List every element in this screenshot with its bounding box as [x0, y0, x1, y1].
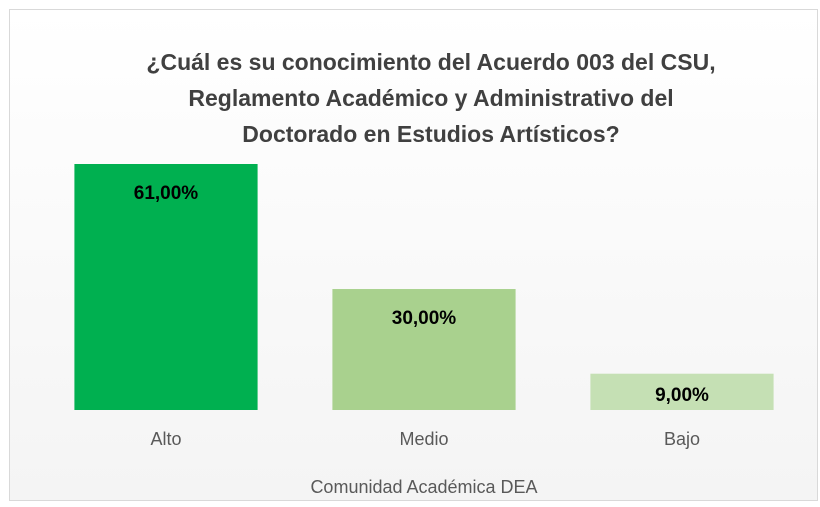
x-tick-label: Alto	[150, 429, 181, 449]
bar	[74, 164, 258, 410]
x-tick-label: Medio	[399, 429, 448, 449]
chart-title: ¿Cuál es su conocimiento del Acuerdo 003…	[146, 49, 715, 75]
x-tick-label: Bajo	[664, 429, 700, 449]
chart-title: Reglamento Académico y Administrativo de…	[188, 85, 673, 111]
bar	[590, 373, 774, 410]
data-label: 9,00%	[655, 385, 709, 406]
data-label: 61,00%	[134, 183, 199, 204]
chart-title: Doctorado en Estudios Artísticos?	[242, 121, 619, 147]
data-label: 30,00%	[392, 308, 457, 329]
x-axis-title: Comunidad Académica DEA	[310, 477, 537, 497]
bar	[332, 289, 516, 410]
